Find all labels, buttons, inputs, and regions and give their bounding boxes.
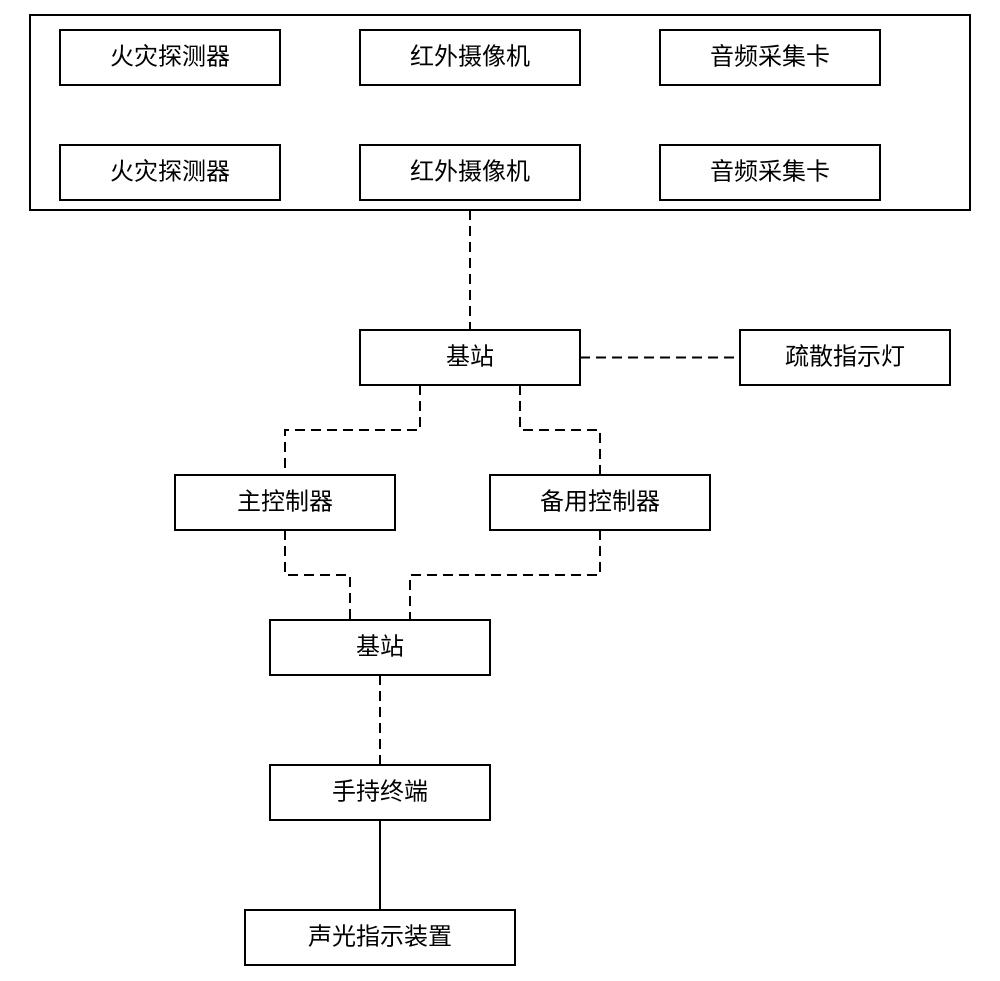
node-bs1: 基站 [360, 330, 580, 385]
edge-bs1-main [285, 385, 420, 475]
node-label: 音频采集卡 [710, 159, 830, 186]
node-label: 红外摄像机 [410, 159, 530, 186]
node-evac: 疏散指示灯 [740, 330, 950, 385]
node-label: 基站 [446, 344, 494, 371]
node-fire1: 火灾探测器 [60, 30, 280, 85]
node-label: 备用控制器 [540, 489, 660, 516]
edge-backup-bs2 [410, 530, 600, 620]
node-fire2: 火灾探测器 [60, 145, 280, 200]
node-label: 基站 [356, 634, 404, 661]
node-label: 声光指示装置 [308, 924, 452, 951]
node-cam2: 红外摄像机 [360, 145, 580, 200]
edge-main-bs2 [285, 530, 350, 620]
nodes-layer: 火灾探测器火灾探测器红外摄像机红外摄像机音频采集卡音频采集卡基站疏散指示灯主控制… [60, 30, 950, 965]
node-cam1: 红外摄像机 [360, 30, 580, 85]
node-aud2: 音频采集卡 [660, 145, 880, 200]
node-label: 火灾探测器 [110, 44, 230, 71]
node-label: 红外摄像机 [410, 44, 530, 71]
node-alarm: 声光指示装置 [245, 910, 515, 965]
node-backup: 备用控制器 [490, 475, 710, 530]
node-main: 主控制器 [175, 475, 395, 530]
diagram-canvas: 火灾探测器火灾探测器红外摄像机红外摄像机音频采集卡音频采集卡基站疏散指示灯主控制… [0, 0, 1000, 981]
node-label: 火灾探测器 [110, 159, 230, 186]
node-label: 主控制器 [237, 489, 333, 516]
node-aud1: 音频采集卡 [660, 30, 880, 85]
node-hand: 手持终端 [270, 765, 490, 820]
node-label: 音频采集卡 [710, 44, 830, 71]
node-label: 疏散指示灯 [785, 344, 905, 371]
node-label: 手持终端 [332, 779, 428, 806]
node-bs2: 基站 [270, 620, 490, 675]
edge-bs1-backup [520, 385, 600, 475]
